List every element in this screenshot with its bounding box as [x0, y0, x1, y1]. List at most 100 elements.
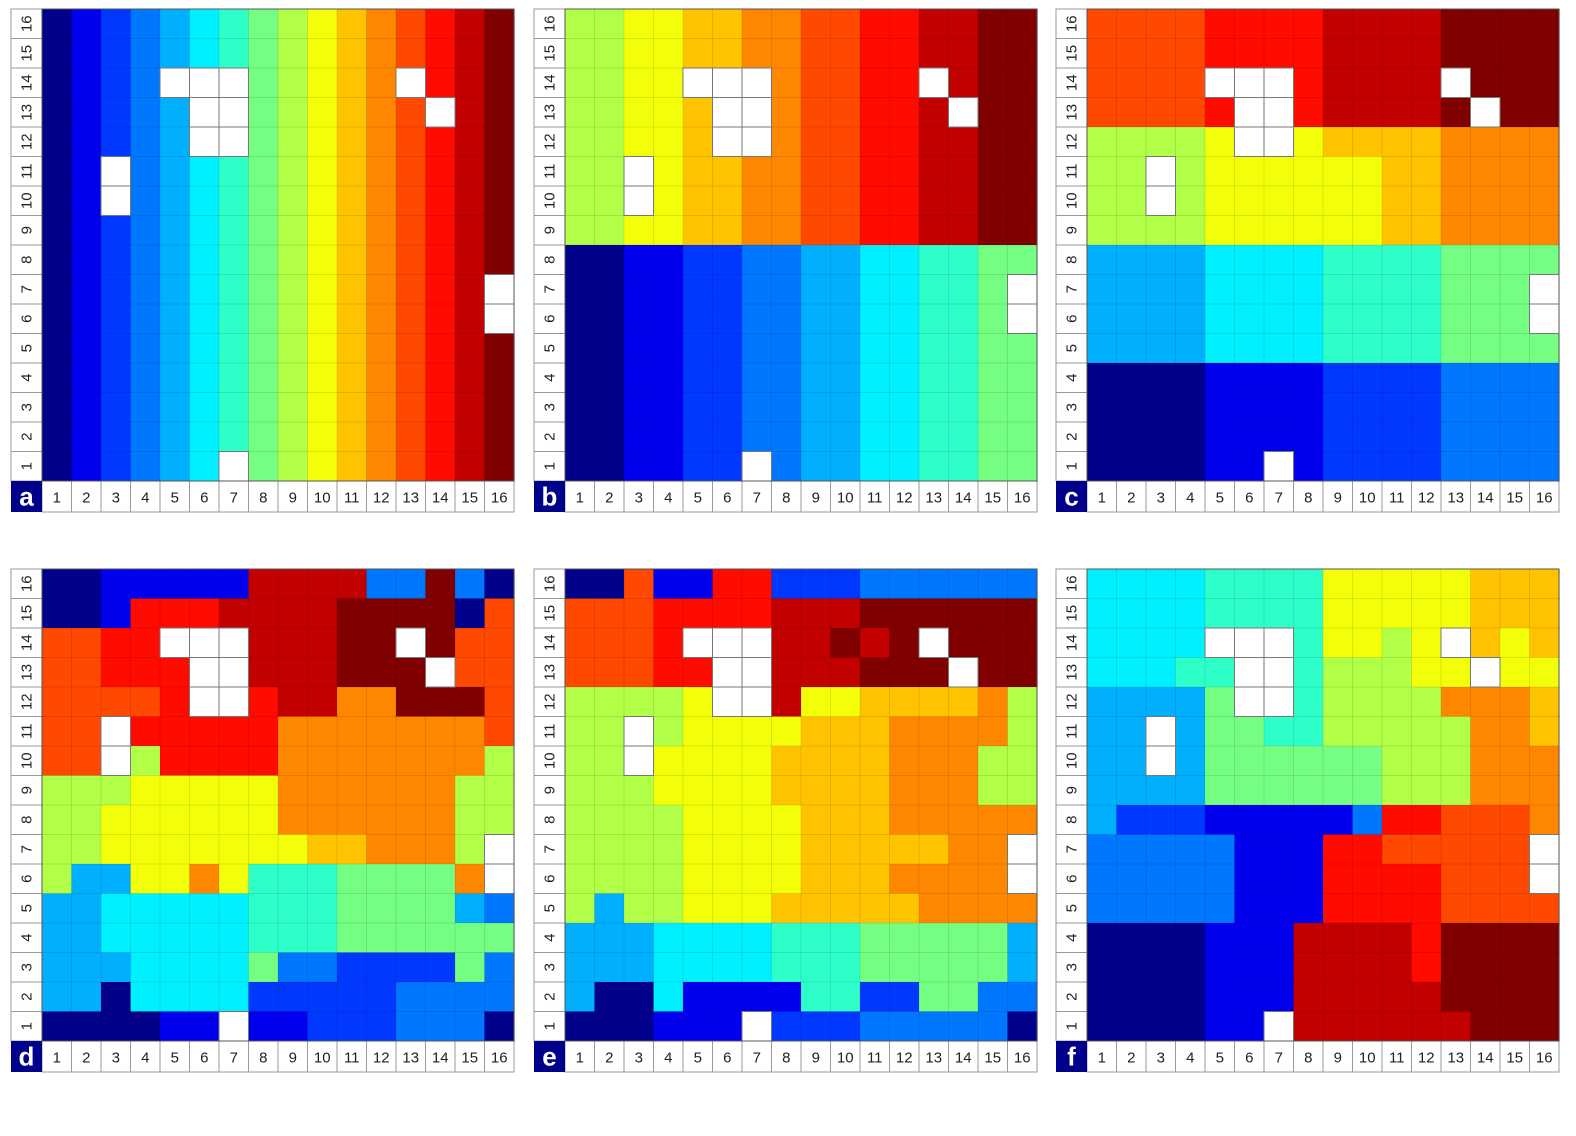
heatmap-cell — [1264, 9, 1295, 40]
heatmap-cell — [1293, 893, 1324, 924]
heatmap-cell — [1470, 363, 1501, 394]
heatmap-cell — [594, 38, 625, 69]
missing-cell-outline — [1145, 716, 1176, 747]
heatmap-cell — [860, 775, 891, 806]
heatmap-cell — [1234, 392, 1265, 423]
heatmap-cell — [101, 38, 132, 69]
y-tick-box — [10, 451, 43, 482]
heatmap-cell — [594, 952, 625, 983]
heatmap-cell — [189, 156, 220, 187]
heatmap-cell — [248, 864, 279, 895]
heatmap-cell — [1411, 68, 1442, 99]
y-tick-label: 14 — [1064, 634, 1081, 651]
heatmap-cell — [425, 363, 456, 394]
heatmap-cell — [801, 215, 832, 246]
y-tick-label: 7 — [1064, 285, 1081, 293]
heatmap-cell — [484, 363, 515, 394]
heatmap-cell — [771, 834, 802, 865]
heatmap-cell — [278, 982, 309, 1013]
heatmap-cell — [1411, 1011, 1442, 1042]
heatmap-cell — [1146, 215, 1177, 246]
heatmap-cell — [101, 864, 132, 895]
missing-cell — [219, 628, 250, 659]
heatmap-cell — [1146, 569, 1177, 600]
x-tick-label: 12 — [896, 1050, 913, 1067]
heatmap-cell — [1500, 392, 1531, 423]
heatmap-cell — [978, 422, 1009, 453]
heatmap-cell — [101, 127, 132, 158]
heatmap-cell — [396, 805, 427, 836]
heatmap-cell — [1293, 156, 1324, 187]
heatmap-cell — [248, 68, 279, 99]
heatmap-cell — [1007, 598, 1038, 629]
x-tick-label: 11 — [1389, 490, 1405, 507]
heatmap-cell — [801, 333, 832, 364]
heatmap-cell — [1470, 864, 1501, 895]
y-tick-label: 12 — [19, 133, 36, 150]
heatmap-cell — [160, 186, 191, 217]
heatmap-cell — [484, 38, 515, 69]
heatmap-cell — [396, 363, 427, 394]
heatmap-cell — [219, 864, 250, 895]
heatmap-cell — [248, 746, 279, 777]
heatmap-cell — [653, 687, 684, 718]
heatmap-cell — [71, 716, 102, 747]
heatmap-cell — [712, 422, 743, 453]
y-tick-box — [1055, 657, 1088, 688]
heatmap-cell — [1500, 598, 1531, 629]
missing-cell — [101, 716, 132, 747]
heatmap-cell — [771, 68, 802, 99]
heatmap-cell — [366, 186, 397, 217]
heatmap-cell — [978, 775, 1009, 806]
heatmap-cell — [42, 245, 73, 276]
heatmap-cell — [278, 422, 309, 453]
heatmap-cell — [860, 982, 891, 1013]
heatmap-cell — [653, 893, 684, 924]
heatmap-cell — [1175, 687, 1206, 718]
heatmap-cell — [130, 628, 161, 659]
heatmap-cell — [1352, 186, 1383, 217]
missing-cell — [1441, 628, 1472, 659]
heatmap-cell — [1500, 215, 1531, 246]
heatmap-cell — [860, 834, 891, 865]
heatmap-cell — [425, 68, 456, 99]
plot-border — [1086, 568, 1560, 1042]
heatmap-cell — [1087, 893, 1118, 924]
heatmap-cell — [1323, 274, 1354, 305]
heatmap-cell — [919, 569, 950, 600]
heatmap-cell — [1529, 628, 1560, 659]
heatmap-cell — [1352, 451, 1383, 482]
heatmap-cell — [594, 864, 625, 895]
heatmap-cell — [1175, 451, 1206, 482]
heatmap-cell — [1500, 569, 1531, 600]
y-tick-label: 7 — [19, 285, 36, 293]
heatmap-cell — [1116, 775, 1147, 806]
missing-cell — [742, 687, 773, 718]
heatmap-cell — [278, 687, 309, 718]
heatmap-cell — [248, 569, 279, 600]
heatmap-cell — [594, 805, 625, 836]
heatmap-cell — [712, 952, 743, 983]
heatmap-cell — [1146, 657, 1177, 688]
y-tick-label: 11 — [1064, 163, 1081, 179]
heatmap-cell — [189, 746, 220, 777]
heatmap-cell — [1441, 657, 1472, 688]
heatmap-cell — [1146, 1011, 1177, 1042]
x-tick-box — [800, 1040, 831, 1073]
x-tick-label: 16 — [491, 490, 508, 507]
heatmap-cell — [683, 1011, 714, 1042]
heatmap-cell — [978, 304, 1009, 335]
heatmap-cell — [1470, 9, 1501, 40]
heatmap-cell — [307, 304, 338, 335]
y-tick-label: 7 — [1064, 845, 1081, 853]
heatmap-cell — [71, 775, 102, 806]
heatmap-cell — [160, 775, 191, 806]
heatmap-cell — [978, 923, 1009, 954]
heatmap-cell — [455, 893, 486, 924]
missing-cell — [189, 127, 220, 158]
heatmap-cell — [1264, 274, 1295, 305]
heatmap-cell — [42, 451, 73, 482]
y-tick-box — [533, 274, 566, 305]
